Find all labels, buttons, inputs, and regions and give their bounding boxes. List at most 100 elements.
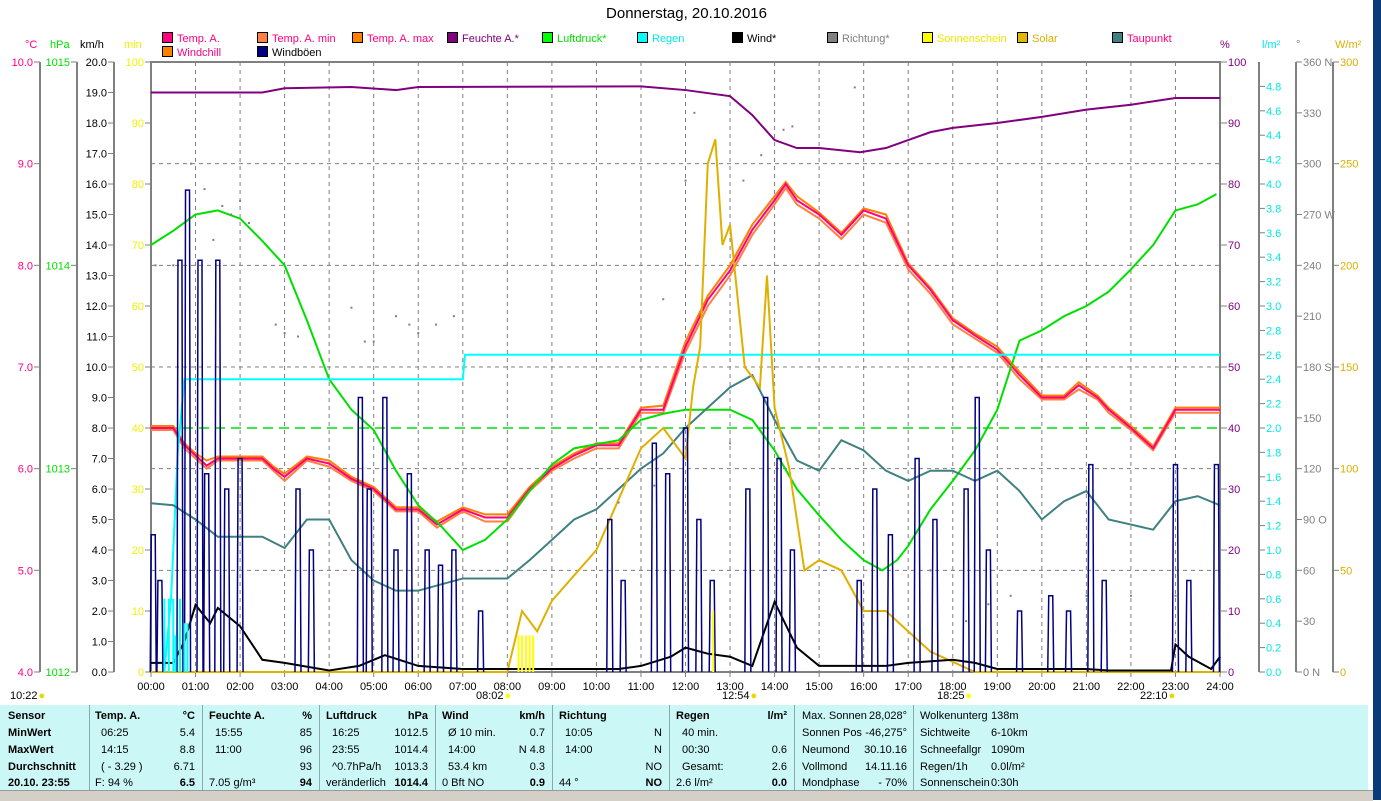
series-windb-en-mark (744, 488, 752, 673)
legend-item[interactable]: Wind* (732, 32, 776, 45)
series-richtung-dot (363, 340, 366, 343)
y-tick-label-deg: 270 W (1303, 210, 1335, 222)
legend-item[interactable]: Luftdruck* (542, 32, 607, 45)
legend-swatch-icon (922, 32, 933, 43)
y-tick-label-kmh: 0.0 (92, 667, 107, 679)
x-tick-label: 21:00 (1073, 681, 1101, 693)
legend-item[interactable]: Solar (1017, 32, 1058, 45)
series-windb-en-mark (663, 473, 672, 673)
series-temp-a-max (151, 180, 1220, 523)
table-cell: 15:55 (215, 727, 243, 739)
y-tick-label-kmh: 14.0 (86, 240, 107, 252)
series-richtung-dot (452, 315, 455, 318)
series-richtung-dot (239, 199, 242, 202)
series-richtung-dot (230, 213, 233, 216)
legend-label: Taupunkt (1127, 33, 1172, 45)
series-windb-en-mark (381, 396, 389, 673)
table-cell: 14:15 (101, 744, 129, 756)
legend-label: Temp. A. (177, 33, 220, 45)
table-cell: Temp. A. (95, 710, 141, 722)
y-tick-label-temp: 10.0 (12, 57, 33, 69)
series-richtung-dot (782, 128, 785, 131)
marker-time: 12:54 (722, 690, 750, 702)
legend-item[interactable]: Regen (637, 32, 684, 45)
table-cell: Regen/1h (920, 761, 968, 773)
table-cell: 28,028° (868, 710, 907, 722)
y-tick-label-min: 0 (138, 667, 144, 679)
y-tick-label-kmh: 2.0 (92, 606, 107, 618)
axis-unit-wm2: W/m² (1335, 39, 1362, 51)
x-tick-label: 15:00 (805, 681, 833, 693)
legend-item[interactable]: Temp. A. max (352, 32, 434, 45)
legend-item[interactable]: Temp. A. min (257, 32, 336, 45)
marker-time: 10:22 (10, 690, 38, 702)
x-tick-label: 12:00 (672, 681, 700, 693)
x-tick-label: 09:00 (538, 681, 566, 693)
y-tick-label-rain: 0.4 (1266, 618, 1281, 630)
table-column-feuchte-a: Feuchte A.% 15:55 85 11:00 96 93 7.05 g/m³ 94 (203, 705, 320, 790)
table-cell: 0:30h (991, 777, 1019, 789)
y-tick-label-rain: 0.6 (1266, 594, 1281, 606)
y-tick-label-hpa: 1015 (46, 57, 70, 69)
y-tick-label-kmh: 19.0 (86, 88, 107, 100)
y-tick-label-pct: 60 (1228, 301, 1240, 313)
axis-unit-temp: °C (25, 39, 38, 51)
y-tick-label-rain: 2.0 (1266, 423, 1281, 435)
series-windb-en-mark (973, 396, 981, 673)
x-tick-label: 06:00 (404, 681, 432, 693)
legend-item[interactable]: Windchill (162, 46, 221, 59)
y-tick-label-deg: 360 N (1303, 57, 1332, 69)
y-tick-label-min: 60 (132, 301, 144, 313)
x-tick-label: 24:00 (1206, 681, 1234, 693)
y-tick-label-kmh: 5.0 (92, 515, 107, 527)
y-tick-label-pct: 20 (1228, 545, 1240, 557)
series-feuchte-a (151, 85, 1220, 154)
legend-label: Windchill (177, 47, 222, 59)
legend-item[interactable]: Taupunkt (1112, 32, 1172, 45)
legend-item[interactable]: Richtung* (827, 32, 890, 45)
status-bar (0, 790, 1373, 801)
time-marker: 12:54● (722, 690, 757, 702)
table-cell: 0.3 (529, 761, 545, 773)
table-cell: Ø 10 min. (448, 727, 496, 739)
y-tick-label-deg: 120 (1303, 464, 1321, 476)
table-cell: 14.11.16 (864, 761, 907, 773)
series-richtung-dot (853, 86, 856, 89)
series-windb-en-mark (1064, 610, 1073, 673)
table-cell: 1090m (991, 744, 1025, 756)
legend-item[interactable]: Feuchte A.* (447, 32, 519, 45)
table-cell: 8.8 (179, 744, 195, 756)
table-cell: 23:55 (332, 744, 360, 756)
x-tick-label: 20:00 (1028, 681, 1056, 693)
rain-bar (178, 598, 181, 672)
legend-item[interactable]: Windböen (257, 46, 322, 59)
y-tick-label-temp: 6.0 (18, 464, 33, 476)
table-cell: Regen (676, 710, 710, 722)
series-solar (151, 138, 1220, 673)
table-cell: -46,275° (865, 727, 907, 739)
series-richtung-dot (154, 264, 157, 267)
y-tick-label-temp: 9.0 (18, 159, 33, 171)
series-windb-en-mark (708, 579, 716, 673)
y-tick-label-rain: 0.8 (1266, 569, 1281, 581)
series-windb-en-mark (788, 549, 797, 673)
time-marker: 10:22● (10, 690, 45, 702)
series-windb-en-mark (356, 396, 365, 673)
table-column-richtung: Richtung 10:05 N 14:00 N NO 44 ° NO (553, 705, 670, 790)
table-cell: 94 (299, 777, 312, 789)
series-richtung-dot (760, 154, 763, 157)
y-tick-label-rain: 2.2 (1266, 399, 1281, 411)
table-column-sun-moon: Max. Sonnen 28,028° Sonnen Pos -46,275° Neum… (795, 705, 914, 790)
table-cell: Sichtweite (920, 727, 971, 739)
table-cell: 138m (991, 710, 1019, 722)
y-tick-label-rain: 3.8 (1266, 203, 1281, 215)
table-cell: 2.6 l/m² (676, 777, 713, 789)
legend-item[interactable]: Temp. A. (162, 32, 220, 45)
y-tick-label-deg: 30 (1303, 616, 1315, 628)
y-tick-label-kmh: 3.0 (92, 576, 107, 588)
series-windb-en-mark (214, 259, 222, 673)
legend-item[interactable]: Sonnenschein (922, 32, 1007, 45)
axis-unit-hpa: hPa (50, 39, 70, 51)
series-windb-en-mark (176, 259, 184, 673)
series-windb-en-mark (196, 259, 204, 673)
